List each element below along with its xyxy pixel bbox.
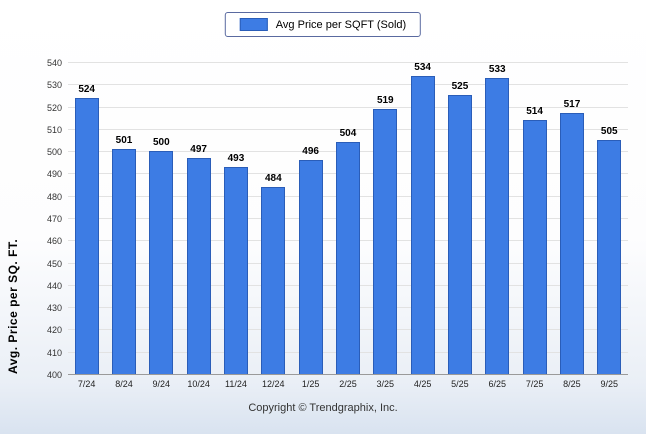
bar xyxy=(597,140,622,374)
x-tick-label: 12/24 xyxy=(262,379,285,389)
bar xyxy=(559,113,584,374)
y-tick-label: 440 xyxy=(46,280,62,291)
x-tick-label: 5/25 xyxy=(451,379,469,389)
bar-slot: 497 xyxy=(180,62,217,374)
bar-value-label: 524 xyxy=(78,83,95,95)
bar-slot: 505 xyxy=(591,62,628,374)
y-tick-label: 430 xyxy=(46,303,62,314)
x-tick-label: 8/24 xyxy=(115,379,133,389)
gridline xyxy=(68,84,628,86)
x-tick-label: 6/25 xyxy=(488,379,507,389)
bar xyxy=(373,108,398,374)
bar-value-label: 496 xyxy=(302,146,319,158)
legend-label: Avg Price per SQFT (Sold) xyxy=(275,18,407,31)
bar xyxy=(485,77,510,374)
y-axis-title: Avg. Price per SQ. FT. xyxy=(6,238,20,374)
bar-value-label: 497 xyxy=(190,143,207,155)
x-axis-labels: 7/24 8/24 9/24 10/24 11/24 12/24 1/25 2/25 3/25 4… xyxy=(68,379,628,389)
plot-area: 400 410 420 430 440 450 460 470 480 490 500 510 520 5… xyxy=(47,58,628,380)
bar-slot: 517 xyxy=(553,62,590,374)
bar-value-label: 519 xyxy=(376,94,394,106)
bar-slot: 500 xyxy=(143,62,180,374)
bar xyxy=(186,157,211,374)
bar xyxy=(522,119,547,374)
bar-value-label: 525 xyxy=(451,81,469,93)
bar-value-label: 514 xyxy=(526,105,543,117)
bar-slot: 501 xyxy=(105,62,142,374)
bar-slot: 484 xyxy=(255,62,292,374)
x-tick-label: 7/24 xyxy=(77,379,96,389)
y-tick-label: 520 xyxy=(46,102,62,113)
copyright-text: Copyright © Trendgraphix, Inc. xyxy=(248,402,398,414)
x-tick-label: 3/25 xyxy=(376,379,395,389)
gridline xyxy=(68,62,628,63)
bar-slot: 496 xyxy=(292,62,329,374)
bar-value-label: 534 xyxy=(414,62,431,73)
bar-value-label: 493 xyxy=(227,152,245,164)
bar-slot: 533 xyxy=(479,62,516,374)
x-tick-label: 1/25 xyxy=(301,379,320,389)
bar xyxy=(111,148,136,374)
bar xyxy=(447,95,472,374)
x-tick-label: 9/25 xyxy=(600,379,619,389)
bar-slot: 514 xyxy=(516,62,553,374)
x-tick-label: 7/25 xyxy=(525,379,544,389)
y-tick-label: 450 xyxy=(46,258,62,269)
bar-value-label: 505 xyxy=(600,126,618,137)
x-tick-label: 2/25 xyxy=(339,379,357,389)
legend: Avg Price per SQFT (Sold) xyxy=(224,12,422,37)
bar-slot: 524 xyxy=(68,62,105,374)
legend-swatch xyxy=(239,18,268,31)
y-tick-label: 540 xyxy=(46,58,62,68)
gridline xyxy=(68,374,628,375)
y-tick-label: 500 xyxy=(46,147,62,158)
y-tick-label: 510 xyxy=(46,124,62,135)
bars-container: 524 501 500 497 493 484 496 504 519 534 525 533 514 5… xyxy=(68,62,628,374)
bar-slot: 519 xyxy=(367,62,404,374)
bar xyxy=(335,142,360,374)
y-tick-label: 470 xyxy=(46,214,62,224)
x-tick-label: 10/24 xyxy=(187,379,210,389)
bar xyxy=(74,97,99,374)
gridline xyxy=(68,128,628,130)
bar xyxy=(223,166,248,374)
bar-value-label: 517 xyxy=(563,99,581,111)
y-tick-label: 490 xyxy=(46,169,62,180)
y-tick-label: 480 xyxy=(46,191,62,202)
x-tick-label: 8/25 xyxy=(563,379,581,389)
bar-slot: 493 xyxy=(217,62,254,374)
gridline xyxy=(68,106,628,108)
bar xyxy=(149,151,174,374)
bar-value-label: 484 xyxy=(264,172,282,184)
bar-slot: 534 xyxy=(404,62,441,374)
bar-value-label: 504 xyxy=(339,128,357,140)
bar-slot: 525 xyxy=(441,62,478,374)
bar xyxy=(261,186,286,374)
x-tick-label: 9/24 xyxy=(152,379,171,389)
y-tick-label: 460 xyxy=(46,236,62,247)
x-tick-label: 11/24 xyxy=(225,379,247,389)
bar xyxy=(298,160,323,374)
y-tick-label: 400 xyxy=(46,370,62,380)
bar-slot: 504 xyxy=(329,62,366,374)
y-tick-label: 530 xyxy=(46,80,62,91)
bar-value-label: 533 xyxy=(488,63,506,75)
y-tick-label: 410 xyxy=(46,347,62,358)
x-tick-label: 4/25 xyxy=(413,379,432,389)
bar-value-label: 500 xyxy=(152,137,170,149)
bar xyxy=(410,76,435,374)
y-tick-label: 420 xyxy=(46,325,62,336)
bar-value-label: 501 xyxy=(115,134,133,146)
